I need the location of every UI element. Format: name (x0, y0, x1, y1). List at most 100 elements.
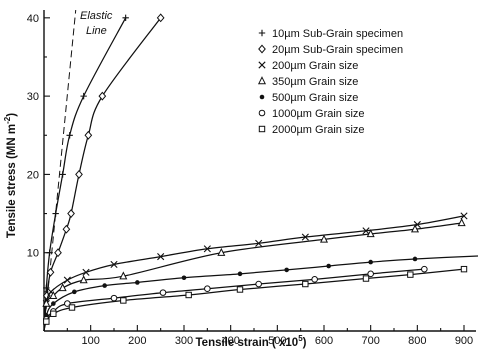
data-point-square (407, 271, 414, 278)
data-point-diamond (62, 224, 71, 234)
data-point-triangle (79, 275, 88, 284)
legend-label: 20µm Sub-Grain specimen (272, 44, 403, 56)
legend-marker-plus (258, 29, 266, 37)
data-point-square (460, 265, 468, 273)
data-point-dot (135, 280, 140, 285)
data-point-square (185, 291, 192, 299)
data-point-x (203, 245, 211, 253)
legend-entry: 20µm Sub-Grain specimen (258, 44, 403, 56)
data-point-dot (237, 271, 243, 277)
data-point-plus (59, 171, 66, 178)
data-point-x (362, 227, 370, 235)
data-point-dot (326, 263, 331, 269)
data-point-square (120, 297, 127, 304)
x-tick-label: 500 (268, 335, 286, 347)
data-point-diamond (156, 13, 165, 23)
elastic-line-annotation: Elastic (80, 10, 113, 22)
data-point-square (68, 304, 76, 311)
legend-marker-x (258, 61, 266, 69)
legend-entry: 1000µm Grain size (258, 108, 365, 120)
series-line (43, 17, 162, 332)
data-point-plus (66, 132, 73, 139)
axes: 100 200 300 400 500 600 700 800 900 10 20 30 40 Tensi… (3, 10, 476, 349)
data-point-x (82, 268, 90, 276)
legend-marker-dot (259, 94, 265, 100)
data-point-circle (311, 276, 318, 283)
x-tick-label: 900 (455, 335, 473, 347)
data-point-diamond (84, 130, 93, 140)
data-point-square (236, 286, 244, 293)
x-tick-label: 800 (408, 335, 426, 347)
data-point-x (460, 212, 468, 220)
x-tick-label: 700 (361, 335, 379, 347)
data-point-circle (110, 294, 118, 302)
series-diamond (42, 13, 165, 332)
data-point-triangle (457, 218, 466, 227)
data-point-diamond (54, 248, 62, 258)
series-line (43, 215, 465, 332)
x-tick-label: 200 (128, 335, 146, 347)
data-point-triangle (319, 234, 329, 243)
x-tick-label: 600 (315, 335, 333, 347)
data-point-dot (72, 289, 77, 295)
elastic-line (43, 9, 77, 332)
y-tick-label: 40 (27, 13, 39, 25)
data-point-dot (181, 275, 187, 281)
legend-entry: 200µm Grain size (258, 60, 358, 72)
data-point-square (302, 280, 309, 288)
data-point-square (362, 275, 370, 282)
y-axis-label: Tensile stress (MN m-2) (3, 113, 18, 238)
series-line (43, 222, 462, 332)
data-point-circle (255, 280, 262, 288)
data-point-square (50, 310, 57, 317)
data-point-x (110, 260, 118, 269)
data-point-dot (102, 283, 107, 288)
legend: 10µm Sub-Grain specimen 20µm Sub-Grain sp… (257, 28, 403, 136)
data-point-plus (122, 14, 129, 22)
data-point-triangle (58, 283, 67, 292)
x-axis-label-suffix: ) (303, 337, 307, 349)
data-point-plus (43, 284, 50, 292)
series-line (43, 255, 478, 332)
series-square (43, 265, 468, 332)
data-point-x (157, 253, 165, 261)
data-point-triangle (42, 298, 51, 307)
legend-entry: 500µm Grain size (259, 92, 358, 104)
elastic-line-annotation: Line (86, 25, 107, 37)
data-point-diamond (98, 91, 107, 101)
data-point-circle (159, 289, 167, 296)
data-point-triangle (217, 247, 226, 256)
data-point-circle (204, 285, 211, 293)
legend-marker-circle (258, 109, 266, 117)
legend-label: 500µm Grain size (272, 92, 358, 104)
y-axis-label-sup: -2 (3, 116, 12, 124)
x-axis-label-sup: 5 (298, 334, 303, 343)
data-point-triangle (49, 290, 58, 299)
y-tick-label: 30 (27, 91, 39, 103)
legend-entry: 10µm Sub-Grain specimen (258, 28, 403, 40)
series-triangle (42, 218, 466, 332)
y-axis-label-suffix: ) (6, 113, 18, 117)
x-tick-label: 100 (81, 335, 99, 347)
y-tick-label: 10 (27, 248, 39, 260)
series-layer: Elastic Line (42, 9, 478, 332)
data-point-square (43, 318, 50, 325)
series-circle (43, 265, 428, 332)
data-point-diamond (75, 169, 83, 179)
data-point-plus (80, 92, 87, 100)
legend-label: 200µm Grain size (272, 60, 358, 72)
y-tick-label: 20 (27, 169, 39, 181)
data-point-diamond (46, 267, 55, 277)
data-point-x (255, 239, 263, 247)
data-point-dot (368, 259, 373, 265)
data-point-triangle (410, 224, 420, 233)
data-point-triangle (366, 229, 375, 238)
data-point-diamond (67, 209, 75, 219)
y-axis-label-text: Tensile stress (MN m (6, 124, 18, 238)
data-point-x (301, 233, 309, 241)
legend-label: 2000µm Grain size (272, 124, 365, 136)
legend-marker-triangle (257, 76, 267, 85)
legend-entry: 350µm Grain size (257, 76, 358, 88)
